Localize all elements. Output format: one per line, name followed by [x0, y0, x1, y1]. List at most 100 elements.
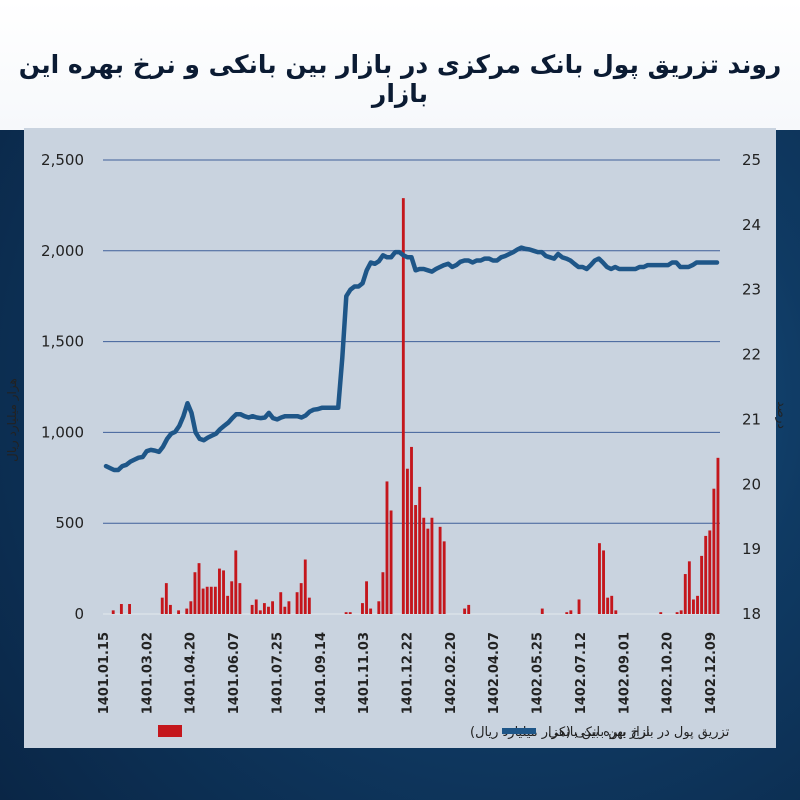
bar [201, 588, 205, 614]
bar [197, 563, 201, 614]
bar [262, 603, 266, 614]
bar [659, 612, 663, 614]
bar [679, 610, 683, 614]
bar-series [111, 198, 720, 615]
bar [250, 604, 254, 614]
x-tick-label: 1401.09.14 [314, 632, 329, 714]
bar [410, 446, 413, 614]
chart-panel [24, 128, 776, 748]
bar [675, 612, 679, 614]
bar [209, 586, 213, 614]
line-series [103, 245, 720, 473]
bar [287, 601, 291, 614]
bar [119, 604, 123, 614]
bar [381, 572, 385, 614]
bar [569, 610, 573, 614]
bar [385, 481, 389, 614]
bar [426, 528, 430, 614]
bar [307, 597, 311, 614]
bar [160, 597, 164, 614]
legend-bar-swatch [158, 725, 182, 737]
right-tick-label: 19 [742, 540, 761, 558]
bar [283, 606, 287, 614]
bar [422, 517, 426, 614]
bar [185, 608, 189, 614]
bar [602, 550, 605, 614]
bar [168, 604, 172, 614]
x-tick-label: 1402.05.25 [531, 632, 546, 714]
bar [700, 555, 704, 614]
x-tick-label: 1401.01.15 [97, 632, 112, 714]
bar [238, 583, 242, 614]
chart-title: روند تزریق پول بانک مرکزی در بازار بین ب… [18, 50, 782, 108]
legend: تزریق پول در بازار بین بانکی (هزار میلیا… [158, 725, 730, 740]
x-tick-label: 1402.09.01 [617, 632, 632, 714]
bar [234, 550, 238, 614]
bar [712, 488, 716, 614]
bar [348, 612, 352, 614]
bar [405, 468, 409, 614]
right-axis-ticks: 25 24 23 22 21 20 19 18 [742, 151, 761, 623]
bar [205, 586, 209, 614]
bar [614, 610, 618, 614]
bar [267, 606, 270, 614]
right-tick-label: 24 [742, 216, 761, 234]
left-tick-label: 500 [55, 514, 84, 532]
bar [369, 608, 373, 614]
right-tick-label: 25 [742, 151, 761, 169]
bar [414, 505, 418, 614]
bar [111, 610, 115, 614]
x-tick-label: 1402.04.07 [487, 632, 502, 714]
right-tick-label: 20 [742, 475, 761, 493]
bar [230, 581, 234, 614]
bar [189, 601, 193, 614]
bar [430, 517, 434, 614]
left-axis-label: هزار میلیارد ریال [5, 378, 20, 462]
bar [226, 595, 230, 614]
x-tick-label: 1401.12.22 [401, 632, 416, 714]
bar [683, 574, 687, 614]
left-tick-label: 0 [74, 605, 84, 623]
bar [222, 570, 225, 614]
bar [365, 581, 368, 614]
bar [295, 592, 299, 614]
bar [193, 572, 197, 614]
right-tick-label: 18 [742, 605, 761, 623]
x-tick-label: 1401.06.07 [227, 632, 242, 714]
bar [610, 595, 614, 614]
bar [442, 541, 446, 614]
bar [540, 608, 544, 614]
bar [565, 612, 569, 614]
bar [598, 543, 601, 614]
bar [299, 583, 303, 614]
bar [164, 583, 168, 614]
bar [687, 561, 691, 614]
x-tick-label: 1401.11.03 [357, 632, 372, 714]
x-tick-label: 1402.12.09 [704, 632, 719, 714]
x-tick-label: 1401.03.02 [140, 632, 155, 714]
x-tick-label: 1401.07.25 [270, 632, 285, 714]
bar [218, 568, 221, 614]
bar [128, 604, 131, 614]
bar [438, 526, 442, 614]
bar [577, 599, 581, 614]
legend-line-swatch [502, 728, 536, 734]
left-tick-label: 2,500 [41, 151, 84, 169]
bar [344, 612, 348, 614]
x-tick-label: 1402.07.12 [574, 632, 589, 714]
header-band: روند تزریق پول بانک مرکزی در بازار بین ب… [0, 0, 800, 130]
right-axis-label: درصد [774, 401, 789, 429]
bar [692, 599, 695, 614]
bar [389, 510, 393, 614]
bar [704, 535, 708, 614]
bar [258, 610, 262, 614]
left-tick-label: 1,000 [41, 423, 84, 441]
bar [696, 595, 699, 614]
x-axis-ticks: 1401.01.15 1401.03.02 1401.04.20 1401.06.07… [97, 632, 719, 714]
bar [708, 530, 712, 614]
bar [467, 604, 471, 614]
x-tick-label: 1402.10.20 [661, 632, 676, 714]
bar [279, 592, 283, 614]
x-tick-label: 1402.02.20 [444, 632, 459, 714]
